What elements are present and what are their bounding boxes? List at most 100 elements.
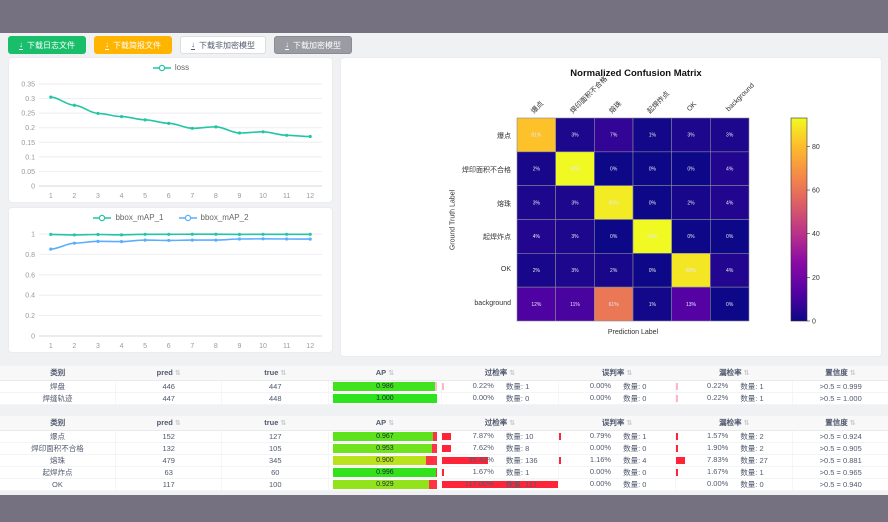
sort-caret-icon[interactable]: ⇅ [626, 420, 633, 428]
sort-caret-icon[interactable]: ⇅ [743, 420, 750, 428]
sort-caret-icon[interactable]: ⇅ [388, 370, 395, 378]
svg-text:81%: 81% [531, 133, 542, 139]
svg-text:4%: 4% [726, 167, 734, 173]
download-icon: ↓ [191, 39, 195, 50]
ap-cell: 0.996 [328, 466, 442, 479]
column-header-7[interactable]: 置信度 ⇅ [792, 416, 888, 431]
column-header-6[interactable]: 漏检率 ⇅ [675, 416, 793, 431]
svg-text:10: 10 [259, 193, 267, 200]
summary-table-top: 类别 pred ⇅ true ⇅ AP ⇅ 过检率 ⇅ 误判率 ⇅ 漏检率 ⇅ 置信度 ⇅ 焊盘 446 447 0… [0, 366, 888, 405]
svg-text:0%: 0% [726, 234, 734, 240]
sort-caret-icon[interactable]: ⇅ [626, 370, 633, 378]
svg-text:12%: 12% [531, 302, 542, 308]
sort-caret-icon[interactable]: ⇅ [849, 420, 856, 428]
rate-count: 数量: 117 [505, 479, 538, 489]
ap-bar: 0.929 [333, 479, 437, 489]
svg-text:0: 0 [31, 334, 35, 341]
sort-caret-icon[interactable]: ⇅ [509, 370, 516, 378]
column-header-1[interactable]: pred ⇅ [115, 416, 222, 431]
cm-row-label: 起焊炸点 [483, 234, 511, 242]
sort-caret-icon[interactable]: ⇅ [174, 420, 181, 428]
svg-text:3%: 3% [571, 200, 579, 206]
rate-count: 数量: 4 [623, 455, 647, 465]
svg-text:0%: 0% [610, 234, 618, 240]
svg-text:6: 6 [167, 193, 171, 200]
rate-percent: 1.90% [707, 442, 729, 452]
sort-caret-icon[interactable]: ⇅ [743, 370, 750, 378]
sort-caret-icon[interactable]: ⇅ [280, 370, 287, 378]
column-header-3[interactable]: AP ⇅ [328, 366, 442, 381]
rate-bar [559, 456, 561, 464]
download-button-label: 下载加密模型 [293, 40, 341, 50]
header-label: 置信度 [825, 368, 848, 378]
rate-count: 数量: 1 [505, 467, 530, 477]
rate-cell: 1.90% 数量: 2 [675, 442, 793, 455]
header-label: pred [156, 418, 173, 428]
rate-cell: 0.00% 数量: 0 [440, 392, 559, 405]
svg-text:0.4: 0.4 [25, 293, 35, 300]
confidence-cell: >0.5 = 1.000 [792, 392, 888, 405]
ap-bar: 0.986 [333, 381, 437, 391]
svg-text:0: 0 [812, 319, 816, 326]
table-row: 焊缝轨迹 447 448 1.000 0.00% 数量: 0 0.00% 数量: 0 0.22%… [0, 392, 888, 405]
confidence-cell: >0.5 = 0.905 [792, 442, 888, 455]
svg-text:1%: 1% [649, 133, 657, 139]
download-button-1[interactable]: ↓ 下载简报文件 [94, 36, 172, 54]
sort-caret-icon[interactable]: ⇅ [174, 370, 181, 378]
rate-percent: 117.00% [464, 478, 494, 488]
column-header-4[interactable]: 过检率 ⇅ [441, 416, 559, 431]
rate-count: 数量: 0 [623, 381, 647, 391]
column-header-5[interactable]: 误判率 ⇅ [558, 366, 676, 381]
svg-text:2%: 2% [610, 268, 618, 274]
header-label: 漏检率 [719, 368, 742, 378]
map-chart-panel: bbox_mAP_1 bbox_mAP_2 0 0.2 0.4 0.6 0.8 1 1 2 3 4 5… [8, 207, 333, 353]
svg-text:4: 4 [120, 343, 124, 350]
download-button-3[interactable]: ↓ 下载加密模型 [274, 36, 352, 54]
sort-caret-icon[interactable]: ⇅ [280, 420, 287, 428]
pred-cell: 63 [114, 466, 222, 479]
map-line-chart: 00.20.40.60.811 2 3 4 5 6 7 8 9 10 11 12 [25, 232, 322, 350]
svg-text:0.2: 0.2 [25, 125, 35, 132]
rate-bar [676, 444, 679, 452]
rate-count: 数量: 0 [623, 393, 647, 403]
column-header-1[interactable]: pred ⇅ [115, 366, 222, 381]
sort-caret-icon[interactable]: ⇅ [509, 420, 516, 428]
sort-caret-icon[interactable]: ⇅ [849, 370, 856, 378]
pred-cell: 132 [114, 442, 222, 455]
svg-text:90%: 90% [609, 200, 620, 206]
svg-text:4%: 4% [726, 200, 734, 206]
rate-count: 数量: 0 [740, 479, 764, 489]
svg-text:0%: 0% [649, 268, 657, 274]
confusion-matrix-xlabel: Prediction Label [607, 329, 659, 336]
column-header-2[interactable]: true ⇅ [221, 416, 329, 431]
legend-item-loss[interactable]: loss [152, 63, 189, 72]
confusion-matrix-heatmap: 81% 3% 7% 1% 3% 3% 2% 93% 0% 0% 0% 4% 3% 3% 90% 0% 2% 4% 4… [516, 117, 820, 326]
ap-value: 0.996 [376, 468, 394, 476]
rate-percent: 7.87% [472, 430, 494, 440]
rate-count: 数量: 136 [505, 455, 538, 465]
rate-percent: 0.00% [472, 392, 494, 402]
legend-item-bbox_mAP_2[interactable]: bbox_mAP_2 [178, 213, 249, 222]
svg-text:9: 9 [238, 343, 242, 350]
header-label: 置信度 [825, 418, 848, 428]
download-button-0[interactable]: ↓ 下载日志文件 [8, 36, 86, 54]
svg-text:8: 8 [214, 343, 218, 350]
column-header-2[interactable]: true ⇅ [221, 366, 329, 381]
sort-caret-icon[interactable]: ⇅ [388, 420, 395, 428]
svg-text:2: 2 [72, 193, 76, 200]
rate-cell: 7.83% 数量: 27 [675, 454, 793, 467]
column-header-3[interactable]: AP ⇅ [328, 416, 442, 431]
column-header-4[interactable]: 过检率 ⇅ [441, 366, 559, 381]
svg-text:2%: 2% [533, 167, 541, 173]
download-toolbar: ↓ 下载日志文件 ↓ 下载简报文件 ↓ 下载非加密模型 ↓ 下载加密模型 [8, 36, 352, 54]
svg-text:0%: 0% [687, 234, 695, 240]
column-header-6[interactable]: 漏检率 ⇅ [675, 366, 793, 381]
column-header-7[interactable]: 置信度 ⇅ [792, 366, 888, 381]
column-header-5[interactable]: 误判率 ⇅ [558, 416, 676, 431]
legend-line-icon [93, 214, 112, 221]
download-button-2[interactable]: ↓ 下载非加密模型 [180, 36, 266, 54]
svg-text:1%: 1% [649, 302, 657, 308]
svg-text:9: 9 [238, 193, 242, 200]
table-row: 爆点 152 127 0.967 7.87% 数量: 10 0.79% 数量: 1 1.57% 数… [0, 430, 888, 443]
legend-item-bbox_mAP_1[interactable]: bbox_mAP_1 [92, 213, 164, 222]
